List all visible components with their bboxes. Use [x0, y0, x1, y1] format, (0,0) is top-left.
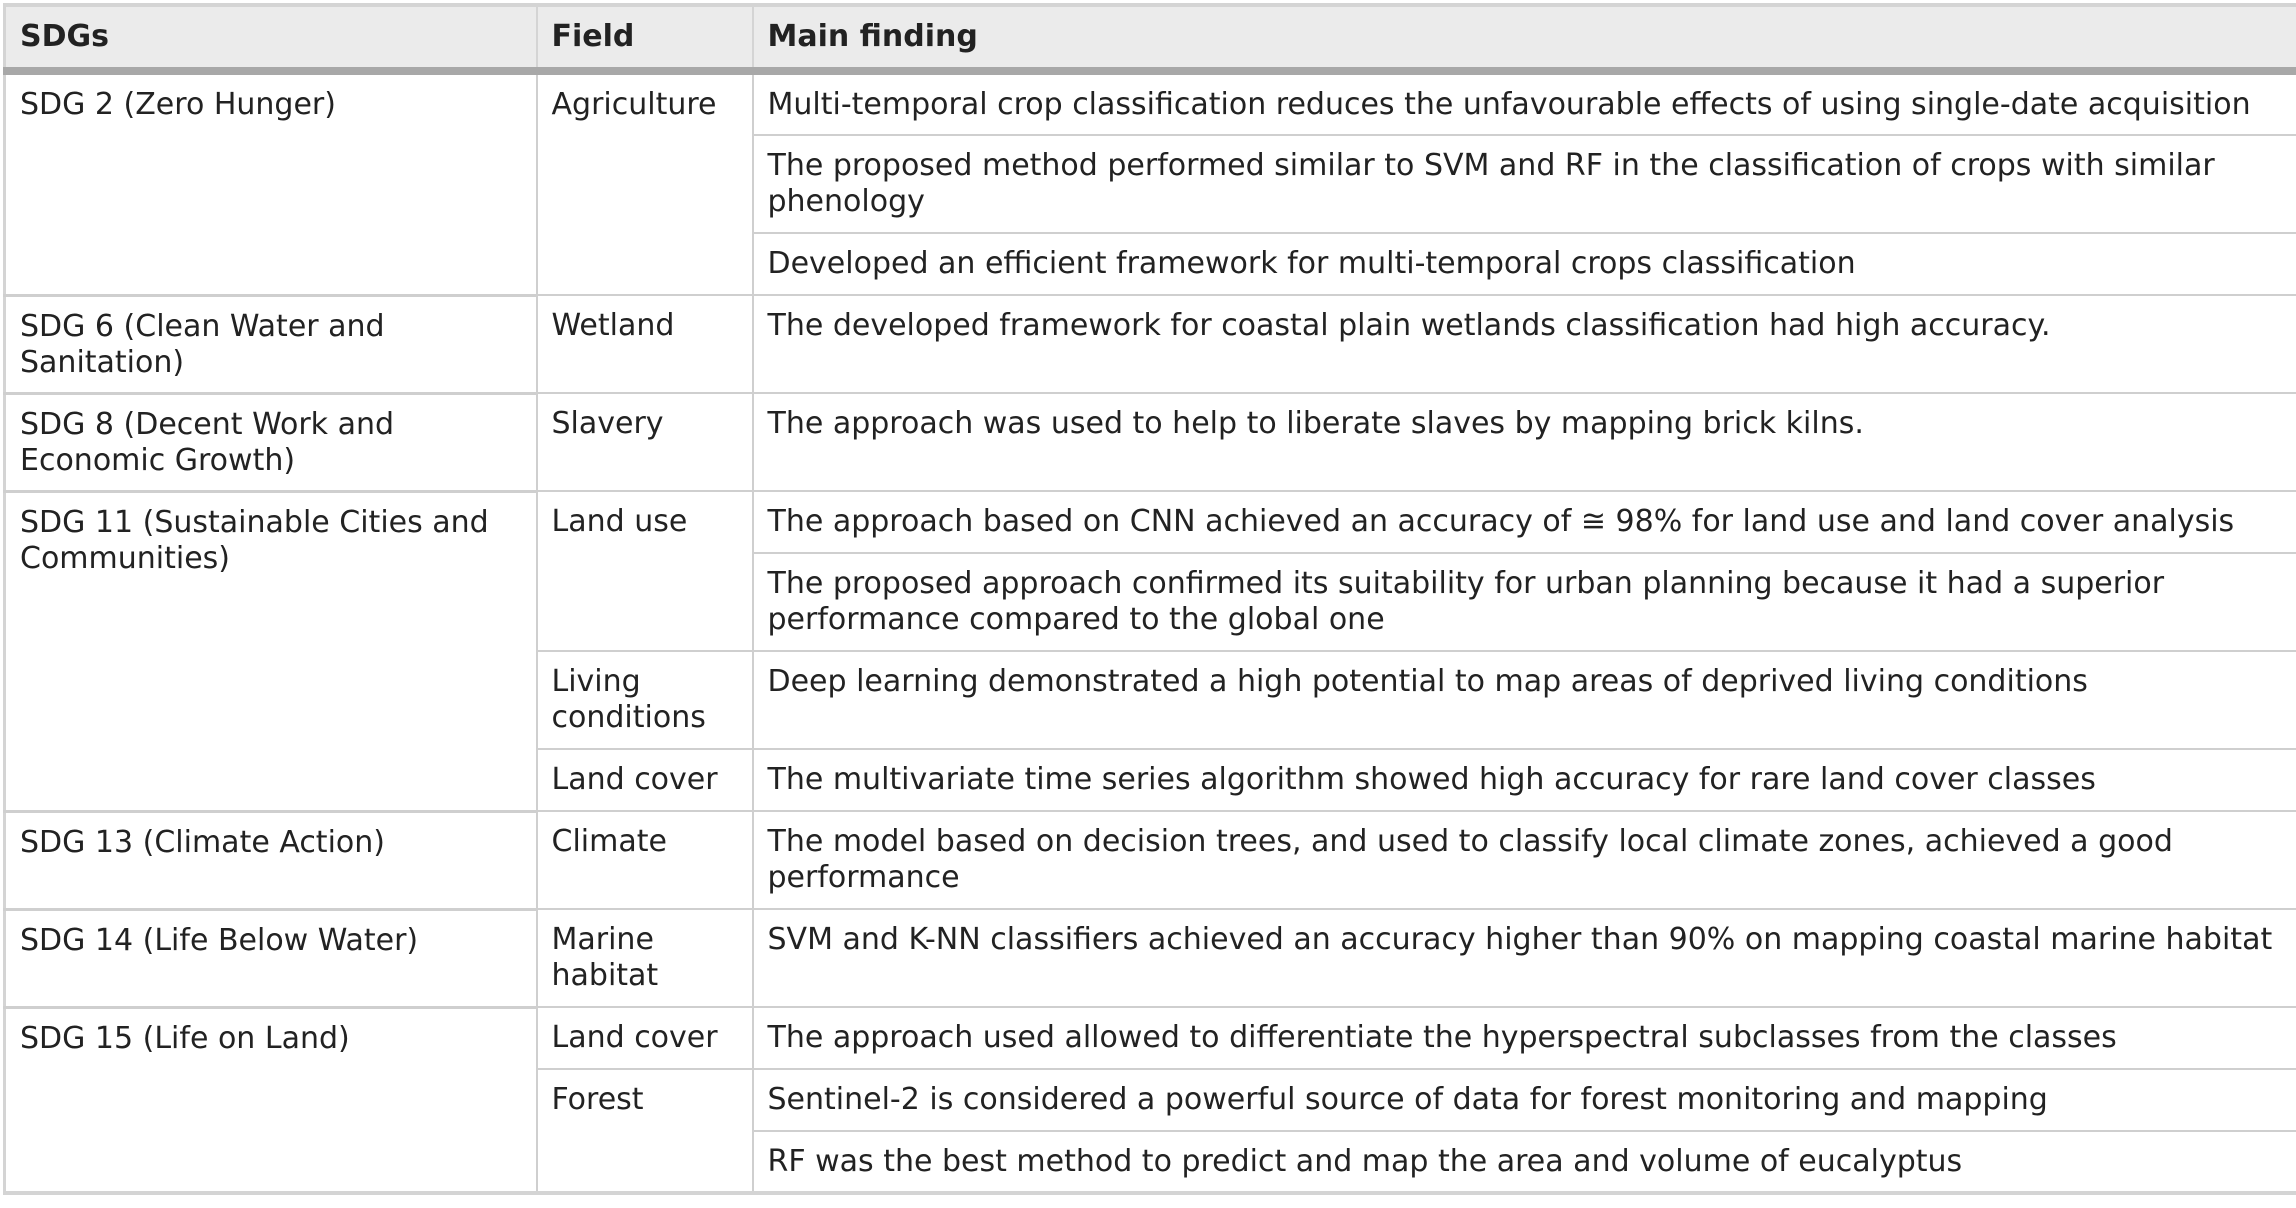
table-row: Land cover The multivariate time series … — [5, 748, 2296, 812]
table-row: SDG 2 (Zero Hunger) Agriculture Multi-te… — [3, 70, 2296, 297]
finding-cell: The approach based on CNN achieved an ac… — [751, 490, 2296, 554]
table-row: Developed an efficient framework for mul… — [5, 232, 2296, 296]
sdg-cell: SDG 13 (Climate Action) — [3, 810, 538, 911]
field-cell: Climate — [535, 810, 754, 910]
table-body: SDG 2 (Zero Hunger) Agriculture Multi-te… — [3, 70, 2296, 1195]
header-row: SDGs Field Main finding — [4, 3, 2296, 75]
finding-cell: The proposed approach confirmed its suit… — [751, 552, 2296, 652]
table-row: SDG 8 (Decent Work and Economic Growth) … — [3, 392, 2296, 493]
table-row: SDG 14 (Life Below Water) Marine habitat… — [3, 908, 2296, 1009]
field-cell: Land use — [535, 490, 754, 652]
sdg-cell: SDG 8 (Decent Work and Economic Growth) — [3, 392, 538, 493]
table-header: SDGs Field Main finding — [4, 3, 2296, 75]
sdg-cell: SDG 11 (Sustainable Cities and Communiti… — [3, 490, 538, 813]
sdg-findings-table: SDGs Field Main finding SDG 2 (Zero Hung… — [3, 3, 2296, 1195]
finding-cell: Developed an efficient framework for mul… — [751, 232, 2296, 296]
field-cell: Forest — [535, 1068, 754, 1194]
table-row: SDG 6 (Clean Water and Sanitation) Wetla… — [3, 294, 2296, 395]
finding-cell: The approach was used to help to liberat… — [751, 392, 2296, 492]
sdg-cell: SDG 2 (Zero Hunger) — [3, 70, 538, 297]
field-cell: Land cover — [535, 1006, 754, 1070]
sdg-cell: SDG 6 (Clean Water and Sanitation) — [3, 294, 538, 395]
table-row: SDG 13 (Climate Action) Climate The mode… — [3, 810, 2296, 911]
field-cell: Wetland — [535, 294, 754, 394]
header-field: Field — [536, 3, 754, 75]
finding-cell: The approach used allowed to differentia… — [751, 1006, 2296, 1070]
table-row: The proposed method performed similar to… — [5, 134, 2296, 234]
header-sdgs: SDGs — [4, 3, 538, 75]
finding-cell: SVM and K-NN classifiers achieved an acc… — [751, 908, 2296, 1008]
sdg-cell: SDG 14 (Life Below Water) — [3, 908, 538, 1009]
field-cell: Agriculture — [535, 70, 754, 296]
table-row: SDG 11 (Sustainable Cities and Communiti… — [3, 490, 2296, 813]
field-cell: Slavery — [535, 392, 754, 492]
field-cell: Land cover — [535, 748, 754, 812]
table-row: Living conditions Deep learning demonstr… — [5, 650, 2296, 750]
header-main-finding: Main finding — [752, 3, 2296, 75]
finding-cell: Deep learning demonstrated a high potent… — [751, 650, 2296, 750]
finding-cell: The proposed method performed similar to… — [751, 134, 2296, 234]
table-row: The proposed approach confirmed its suit… — [5, 552, 2296, 652]
finding-cell: The multivariate time series algorithm s… — [751, 748, 2296, 812]
table-row: RF was the best method to predict and ma… — [5, 1130, 2296, 1194]
finding-cell: The developed framework for coastal plai… — [751, 294, 2296, 394]
finding-cell: Multi-temporal crop classification reduc… — [751, 70, 2296, 136]
finding-cell: RF was the best method to predict and ma… — [751, 1130, 2296, 1194]
finding-cell: The model based on decision trees, and u… — [751, 810, 2296, 910]
table-row: Forest Sentinel-2 is considered a powerf… — [5, 1068, 2296, 1194]
sdg-cell: SDG 15 (Life on Land) — [3, 1006, 538, 1195]
finding-cell: Sentinel-2 is considered a powerful sour… — [751, 1068, 2296, 1132]
field-cell: Living conditions — [535, 650, 754, 750]
table-row: SDG 15 (Life on Land) Land cover The app… — [3, 1006, 2296, 1195]
field-cell: Marine habitat — [535, 908, 754, 1008]
